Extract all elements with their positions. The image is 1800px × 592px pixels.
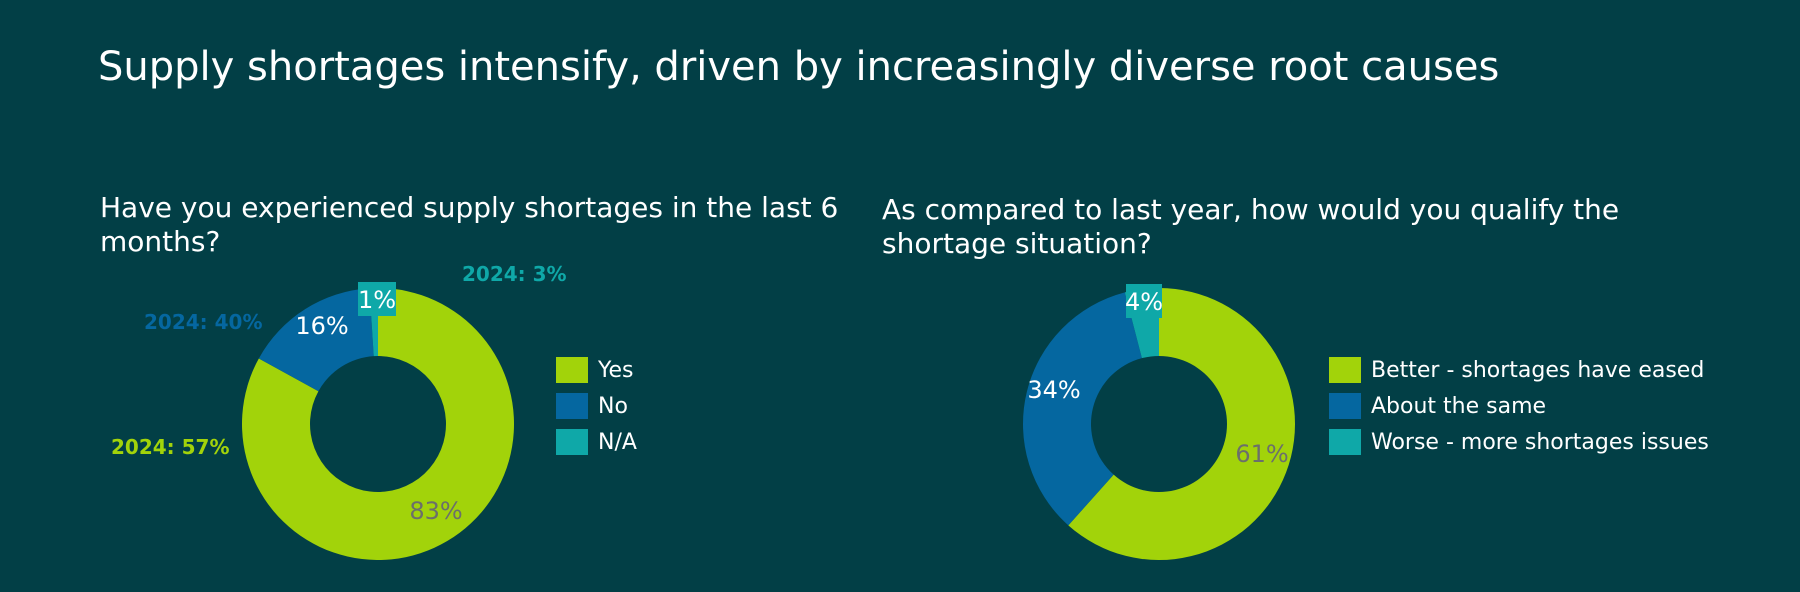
value-label-worse: 4%: [1125, 288, 1163, 316]
legend-item-na: N/A: [556, 424, 637, 460]
legend-item-worse: Worse - more shortages issues: [1329, 424, 1709, 460]
value-label-bg-worse: [1126, 284, 1162, 318]
slice-no: [258, 288, 374, 392]
legend-label-no: No: [598, 393, 628, 419]
donut-chart-1: 83% 16% 1%: [242, 282, 515, 561]
annotation-2024-na: 2024: 3%: [462, 262, 567, 286]
annotation-2024-no: 2024: 40%: [144, 310, 263, 334]
legend-label-better: Better - shortages have eased: [1371, 357, 1705, 383]
value-label-yes: 83%: [409, 497, 462, 525]
legend-swatch-no: [556, 393, 588, 419]
chart-2-legend: Better - shortages have eased About the …: [1329, 352, 1709, 460]
legend-swatch-na: [556, 429, 588, 455]
legend-label-worse: Worse - more shortages issues: [1371, 429, 1709, 455]
donut-chart-2: 61% 34% 4%: [1023, 284, 1295, 560]
legend-item-same: About the same: [1329, 388, 1709, 424]
value-label-same: 34%: [1027, 376, 1080, 404]
legend-swatch-worse: [1329, 429, 1361, 455]
legend-label-same: About the same: [1371, 393, 1547, 419]
legend-item-better: Better - shortages have eased: [1329, 352, 1709, 388]
chart-1-legend: Yes No N/A: [556, 352, 637, 460]
annotation-2024-yes: 2024: 57%: [111, 435, 230, 459]
slice-better: [1068, 288, 1295, 560]
legend-item-yes: Yes: [556, 352, 637, 388]
legend-label-na: N/A: [598, 429, 637, 455]
value-label-better: 61%: [1235, 440, 1288, 468]
chart-2-title: As compared to last year, how would you …: [882, 193, 1620, 260]
slice-same: [1023, 292, 1142, 526]
legend-swatch-yes: [556, 357, 588, 383]
page-title: Supply shortages intensify, driven by in…: [98, 44, 1500, 90]
slice-yes: [242, 288, 515, 561]
legend-label-yes: Yes: [598, 357, 634, 383]
legend-swatch-better: [1329, 357, 1361, 383]
chart-1-title: Have you experienced supply shortages in…: [100, 191, 839, 258]
value-label-no: 16%: [295, 312, 348, 340]
value-label-bg-na: [358, 282, 396, 316]
legend-swatch-same: [1329, 393, 1361, 419]
legend-item-no: No: [556, 388, 637, 424]
value-label-na: 1%: [358, 286, 396, 314]
